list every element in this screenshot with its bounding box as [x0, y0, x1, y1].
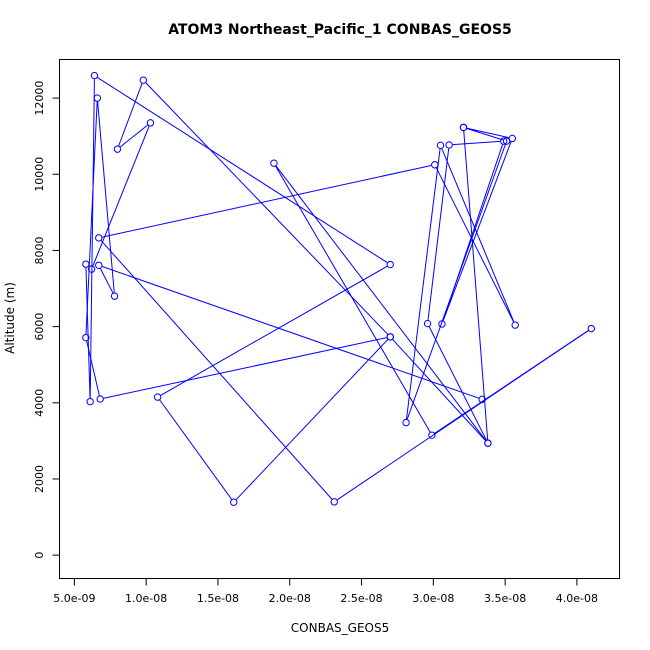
series-line-segment — [92, 125, 150, 266]
y-tick-label: 4000 — [33, 389, 46, 417]
x-tick-label: 1.5e-08 — [197, 592, 239, 605]
series-points — [82, 71, 595, 506]
data-point — [386, 333, 394, 341]
series-line-segment — [442, 141, 512, 321]
series-line-segment — [89, 79, 95, 399]
data-point — [445, 141, 453, 149]
series-line-segment — [100, 240, 333, 500]
data-point — [139, 76, 147, 84]
series-line-segment — [85, 101, 98, 335]
x-tick-label: 2.5e-08 — [340, 592, 382, 605]
series-line-segment — [97, 101, 115, 293]
series-line-segment — [392, 339, 486, 441]
data-point — [110, 292, 119, 300]
series-line-segment — [405, 148, 441, 420]
series-line-segment — [452, 140, 501, 146]
chart-title: ATOM3 Northeast_Pacific_1 CONBAS_GEOS5 — [168, 22, 512, 38]
series-lines — [85, 77, 589, 501]
x-tick-label: 3.0e-08 — [412, 592, 454, 605]
data-point — [502, 137, 511, 145]
data-point — [587, 324, 595, 333]
data-point — [82, 333, 90, 342]
series-line-segment — [275, 165, 487, 441]
series-line-segment — [103, 337, 387, 399]
series-line-segment — [85, 267, 91, 399]
series-line-segment — [102, 165, 432, 238]
series-line-segment — [235, 339, 389, 500]
data-point — [82, 260, 90, 268]
series-line-segment — [145, 82, 389, 335]
series-line-segment — [466, 128, 504, 141]
data-point — [230, 498, 238, 506]
series-line-segment — [435, 167, 515, 323]
data-point — [90, 71, 99, 80]
series-line-segment — [160, 265, 388, 396]
series-line-segment — [97, 77, 388, 264]
series-line-segment — [119, 124, 148, 148]
y-tick-label: 0 — [33, 552, 46, 559]
y-tick-label: 6000 — [33, 313, 46, 341]
series-line-segment — [428, 326, 487, 441]
series-line-segment — [118, 83, 143, 146]
y-tick-label: 2000 — [33, 465, 46, 493]
data-point — [499, 137, 508, 145]
x-axis: 5.0e-09 1.0e-08 1.5e-08 2.0e-08 2.5e-08 3.0e-… — [53, 578, 598, 605]
data-point — [386, 260, 394, 269]
data-point — [95, 234, 103, 242]
series-line-segment — [99, 268, 114, 294]
data-point — [270, 159, 278, 167]
data-point — [153, 393, 162, 401]
x-tick-label: 3.5e-08 — [484, 592, 526, 605]
data-point — [423, 319, 432, 328]
x-tick-label: 1.0e-08 — [125, 592, 167, 605]
data-point — [402, 418, 410, 427]
series-line-segment — [463, 130, 489, 440]
data-point — [146, 119, 155, 127]
series-line-segment — [275, 166, 431, 433]
data-point — [438, 320, 446, 328]
series-line-segment — [441, 148, 515, 322]
series-line-segment — [159, 399, 233, 500]
y-axis: 0 2000 4000 6000 8000 10000 12000 — [33, 81, 60, 559]
data-point — [95, 261, 103, 269]
data-point — [511, 321, 519, 329]
data-point — [113, 145, 122, 153]
data-point — [87, 265, 96, 273]
series-line-segment — [102, 266, 479, 399]
data-point — [86, 397, 94, 406]
data-point — [330, 498, 338, 506]
y-axis-label: Altitude (m) — [3, 282, 17, 354]
y-tick-label: 10000 — [33, 157, 46, 192]
y-tick-label: 8000 — [33, 236, 46, 264]
data-point — [436, 141, 445, 150]
data-point — [96, 395, 104, 403]
data-point — [431, 161, 439, 169]
series-line-segment — [466, 127, 509, 139]
x-axis-label: CONBAS_GEOS5 — [291, 621, 389, 635]
series-line-segment — [86, 341, 100, 396]
x-tick-label: 5.0e-09 — [53, 592, 95, 605]
data-point — [478, 395, 486, 404]
data-point — [459, 123, 468, 132]
series-line-segment — [427, 148, 450, 321]
y-tick-label: 12000 — [33, 81, 46, 116]
data-point — [428, 431, 436, 439]
data-point — [484, 439, 492, 447]
x-tick-label: 4.0e-08 — [556, 592, 598, 605]
data-point — [93, 94, 102, 102]
plot-frame — [59, 59, 620, 579]
x-tick-label: 2.0e-08 — [269, 592, 311, 605]
